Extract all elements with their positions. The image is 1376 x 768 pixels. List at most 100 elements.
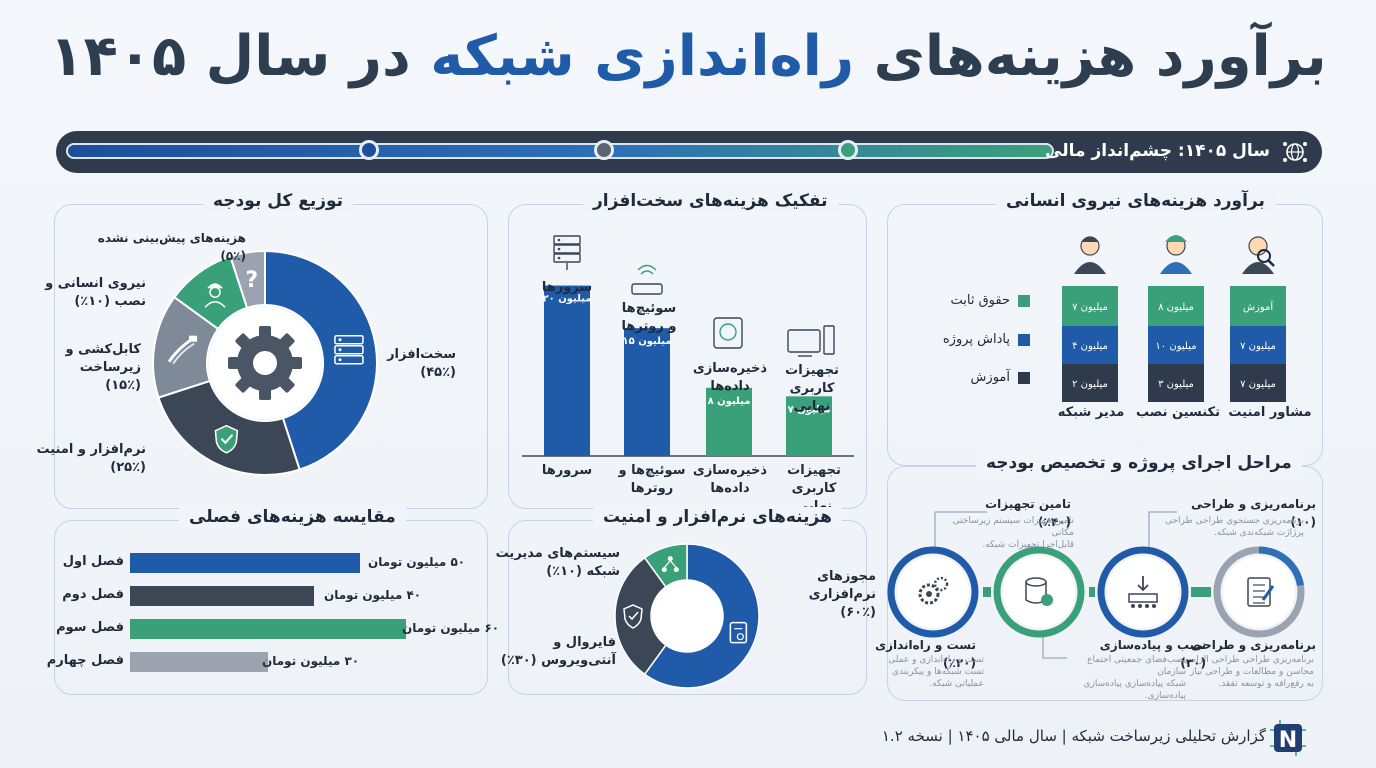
software-panel: هزینه‌های نرم‌افزار و امنیت [508, 507, 867, 695]
phases-panel: مراحل اجرای پروژه و تخصیص بودجه [887, 453, 1323, 701]
budget-label-hr: نیروی انسانی و نصب (۱۰٪) [45, 276, 146, 309]
hr-bar-segment [1062, 286, 1118, 326]
hr-title: برآورد هزینه‌های نیروی انسانی [996, 191, 1275, 211]
season-label: فصل اول [62, 554, 124, 569]
testing-gears-icon [918, 576, 949, 605]
hr-bar-segment [1148, 286, 1204, 326]
server-rack-icon [553, 235, 581, 270]
phase-bottom-desc: تست و راه‌اندازی و عملی تست شبکه‌ها و پی… [888, 655, 984, 689]
phase-bottom-desc: برنامه‌ریزی طراحی طراحی الزامی محاسن و م… [1183, 655, 1314, 689]
router-icon [631, 264, 663, 295]
title-part-2: راه‌اندازی شبکه [430, 24, 855, 89]
phase-ring-progress [1259, 546, 1304, 586]
budget-slice-4 [229, 249, 266, 310]
question-icon: ? [245, 268, 258, 293]
timeline-bar: سال ۱۴۰۵: چشم‌انداز مالی [56, 131, 1322, 173]
legend-label: پاداش پروژه [942, 332, 1010, 347]
hw-xlabel-switches: سوئیچ‌ها و روترها [618, 463, 686, 496]
season-bar [130, 553, 360, 573]
hr-role-manager: مدیر شبکه [1057, 405, 1125, 420]
software-label-nms: سیستم‌های مدیریت شبکه (۱۰٪) [495, 546, 620, 579]
hw-bar [706, 387, 752, 456]
gear-icon [228, 326, 302, 400]
security-consultant-icon [1242, 236, 1275, 274]
hr-segment-label: ۷ میلیون [1240, 379, 1276, 390]
phase-bottom-title: برنامه‌ریزی و طراحی [1190, 638, 1316, 652]
phase-connector [1042, 636, 1067, 659]
season-value: ۴۰ میلیون تومان [324, 588, 422, 602]
season-bar [130, 619, 406, 639]
timeline-label: سال ۱۴۰۵: چشم‌انداز مالی [1045, 141, 1270, 161]
phase-top-title: تامین تجهیزات (۴۰٪) [985, 497, 1071, 529]
hw-value-label: ۱۵ میلیون [623, 336, 672, 347]
hr-role-technician: تکنسین نصب [1136, 405, 1220, 420]
hr-legend-bonus: پاداش پروژه [943, 332, 1030, 347]
seasonal-title: مقایسه هزینه‌های فصلی [179, 507, 406, 527]
phase-top-desc: برنامه‌ریزی جستجوی طراحی طراحی پرژاژت شب… [1164, 516, 1304, 538]
phase-ring [887, 546, 979, 638]
timeline-node[interactable] [359, 140, 379, 160]
firewall-shield-icon [623, 604, 643, 629]
hr-segment-label: ۷ میلیون [1240, 341, 1276, 352]
hr-segment-label: ۱۰ میلیون [1155, 341, 1196, 352]
phase-bottom-title: تست و راه‌اندازی (۲۰٪) [875, 638, 976, 670]
phase-top-title: برنامه‌ریزی و طراحی (۱۰) [1190, 497, 1316, 529]
phase-core [1223, 556, 1295, 628]
seasonal-bar-chart [130, 553, 406, 672]
phase-core [1003, 556, 1075, 628]
shield-check-icon [214, 424, 239, 454]
phase-core [897, 556, 969, 628]
hw-toplabel-switches: سوئیچ‌ها و روترها [621, 301, 677, 334]
phase-ring [1097, 546, 1189, 638]
budget-donut-chart: ? [152, 249, 378, 476]
hw-bar [786, 396, 832, 456]
budget-label-cabling: کابل‌کشی و زیرساخت (۱۵٪) [65, 342, 141, 393]
timeline-node[interactable] [838, 140, 858, 160]
timeline-track [66, 143, 1054, 159]
hr-segment-label: ۲ میلیون [1072, 379, 1108, 390]
phases-title: مراحل اجرای پروژه و تخصیص بودجه [976, 453, 1302, 473]
season-value: ۶۰ میلیون تومان [402, 621, 500, 635]
hr-bar-segment [1148, 326, 1204, 364]
network-globe-icon [1283, 142, 1307, 162]
phases-flow-diagram [887, 511, 1305, 659]
seasonal-panel: مقایسه هزینه‌های فصلی [54, 507, 488, 695]
hr-segment-label: ۷ میلیون [1072, 302, 1108, 313]
hw-xlabel-servers: سرورها [541, 463, 593, 478]
phase-core [1107, 556, 1179, 628]
season-label: فصل سوم [56, 620, 124, 635]
season-value: ۳۰ میلیون تومان [262, 654, 360, 668]
hr-stacked-bar-chart: ۷ میلیون ۴ میلیون ۲ میلیون ۸ میلیون ۱۰ میلیو… [1062, 235, 1286, 402]
title-part-3: در سال ۱۴۰۵ [49, 24, 411, 89]
hr-bar-segment [1062, 326, 1118, 364]
hw-xlabel-storage: ذخیره‌سازی داده‌ها [692, 463, 768, 496]
phase-top-desc: تامین‌تجهیزات سیستم زیرساختی مکانی قابل‌… [952, 516, 1074, 550]
hardware-bar-chart: ۲۰ میلیون ۱۵ میلیون ۸ میلیون ۷ میلیون [522, 235, 854, 457]
budget-label-hardware: سخت‌افزار (۴۵٪) [387, 347, 456, 380]
legend-swatch [1018, 294, 1030, 307]
software-center [652, 581, 722, 651]
hr-panel: برآورد هزینه‌های نیروی انسانی [887, 191, 1323, 466]
hw-value-label: ۸ میلیون [708, 396, 751, 407]
season-bar [130, 652, 268, 672]
svg-text:N: N [1279, 728, 1297, 753]
legend-label: آموزش [970, 370, 1010, 385]
hr-bar-segment [1230, 326, 1286, 364]
hr-legend-salary: حقوق ثابت [950, 293, 1030, 308]
hr-segment-label: آموزش [1243, 300, 1275, 313]
software-label-firewall: فایروال و آنتی‌ویروس (۳۰٪) [500, 635, 616, 668]
worker-icon [204, 283, 226, 308]
footer-text: گزارش تحلیلی زیرساخت شبکه | سال مالی ۱۴۰… [881, 727, 1266, 745]
hr-bar-segment [1148, 364, 1204, 402]
season-bar [130, 586, 314, 606]
hard-disk-icon [713, 317, 743, 349]
desktop-computer-icon [787, 325, 835, 357]
hw-bar [544, 285, 590, 456]
hr-bar-segment [1062, 364, 1118, 402]
manager-icon [1074, 236, 1106, 274]
legend-swatch [1018, 333, 1030, 346]
budget-title: توزیع کل بودجه [203, 191, 354, 211]
software-label-licenses: مجوزهای نرم‌افزاری (۶۰٪) [808, 569, 876, 620]
timeline-node[interactable] [594, 140, 614, 160]
title-part-1: برآورد هزینه‌های [873, 24, 1327, 89]
